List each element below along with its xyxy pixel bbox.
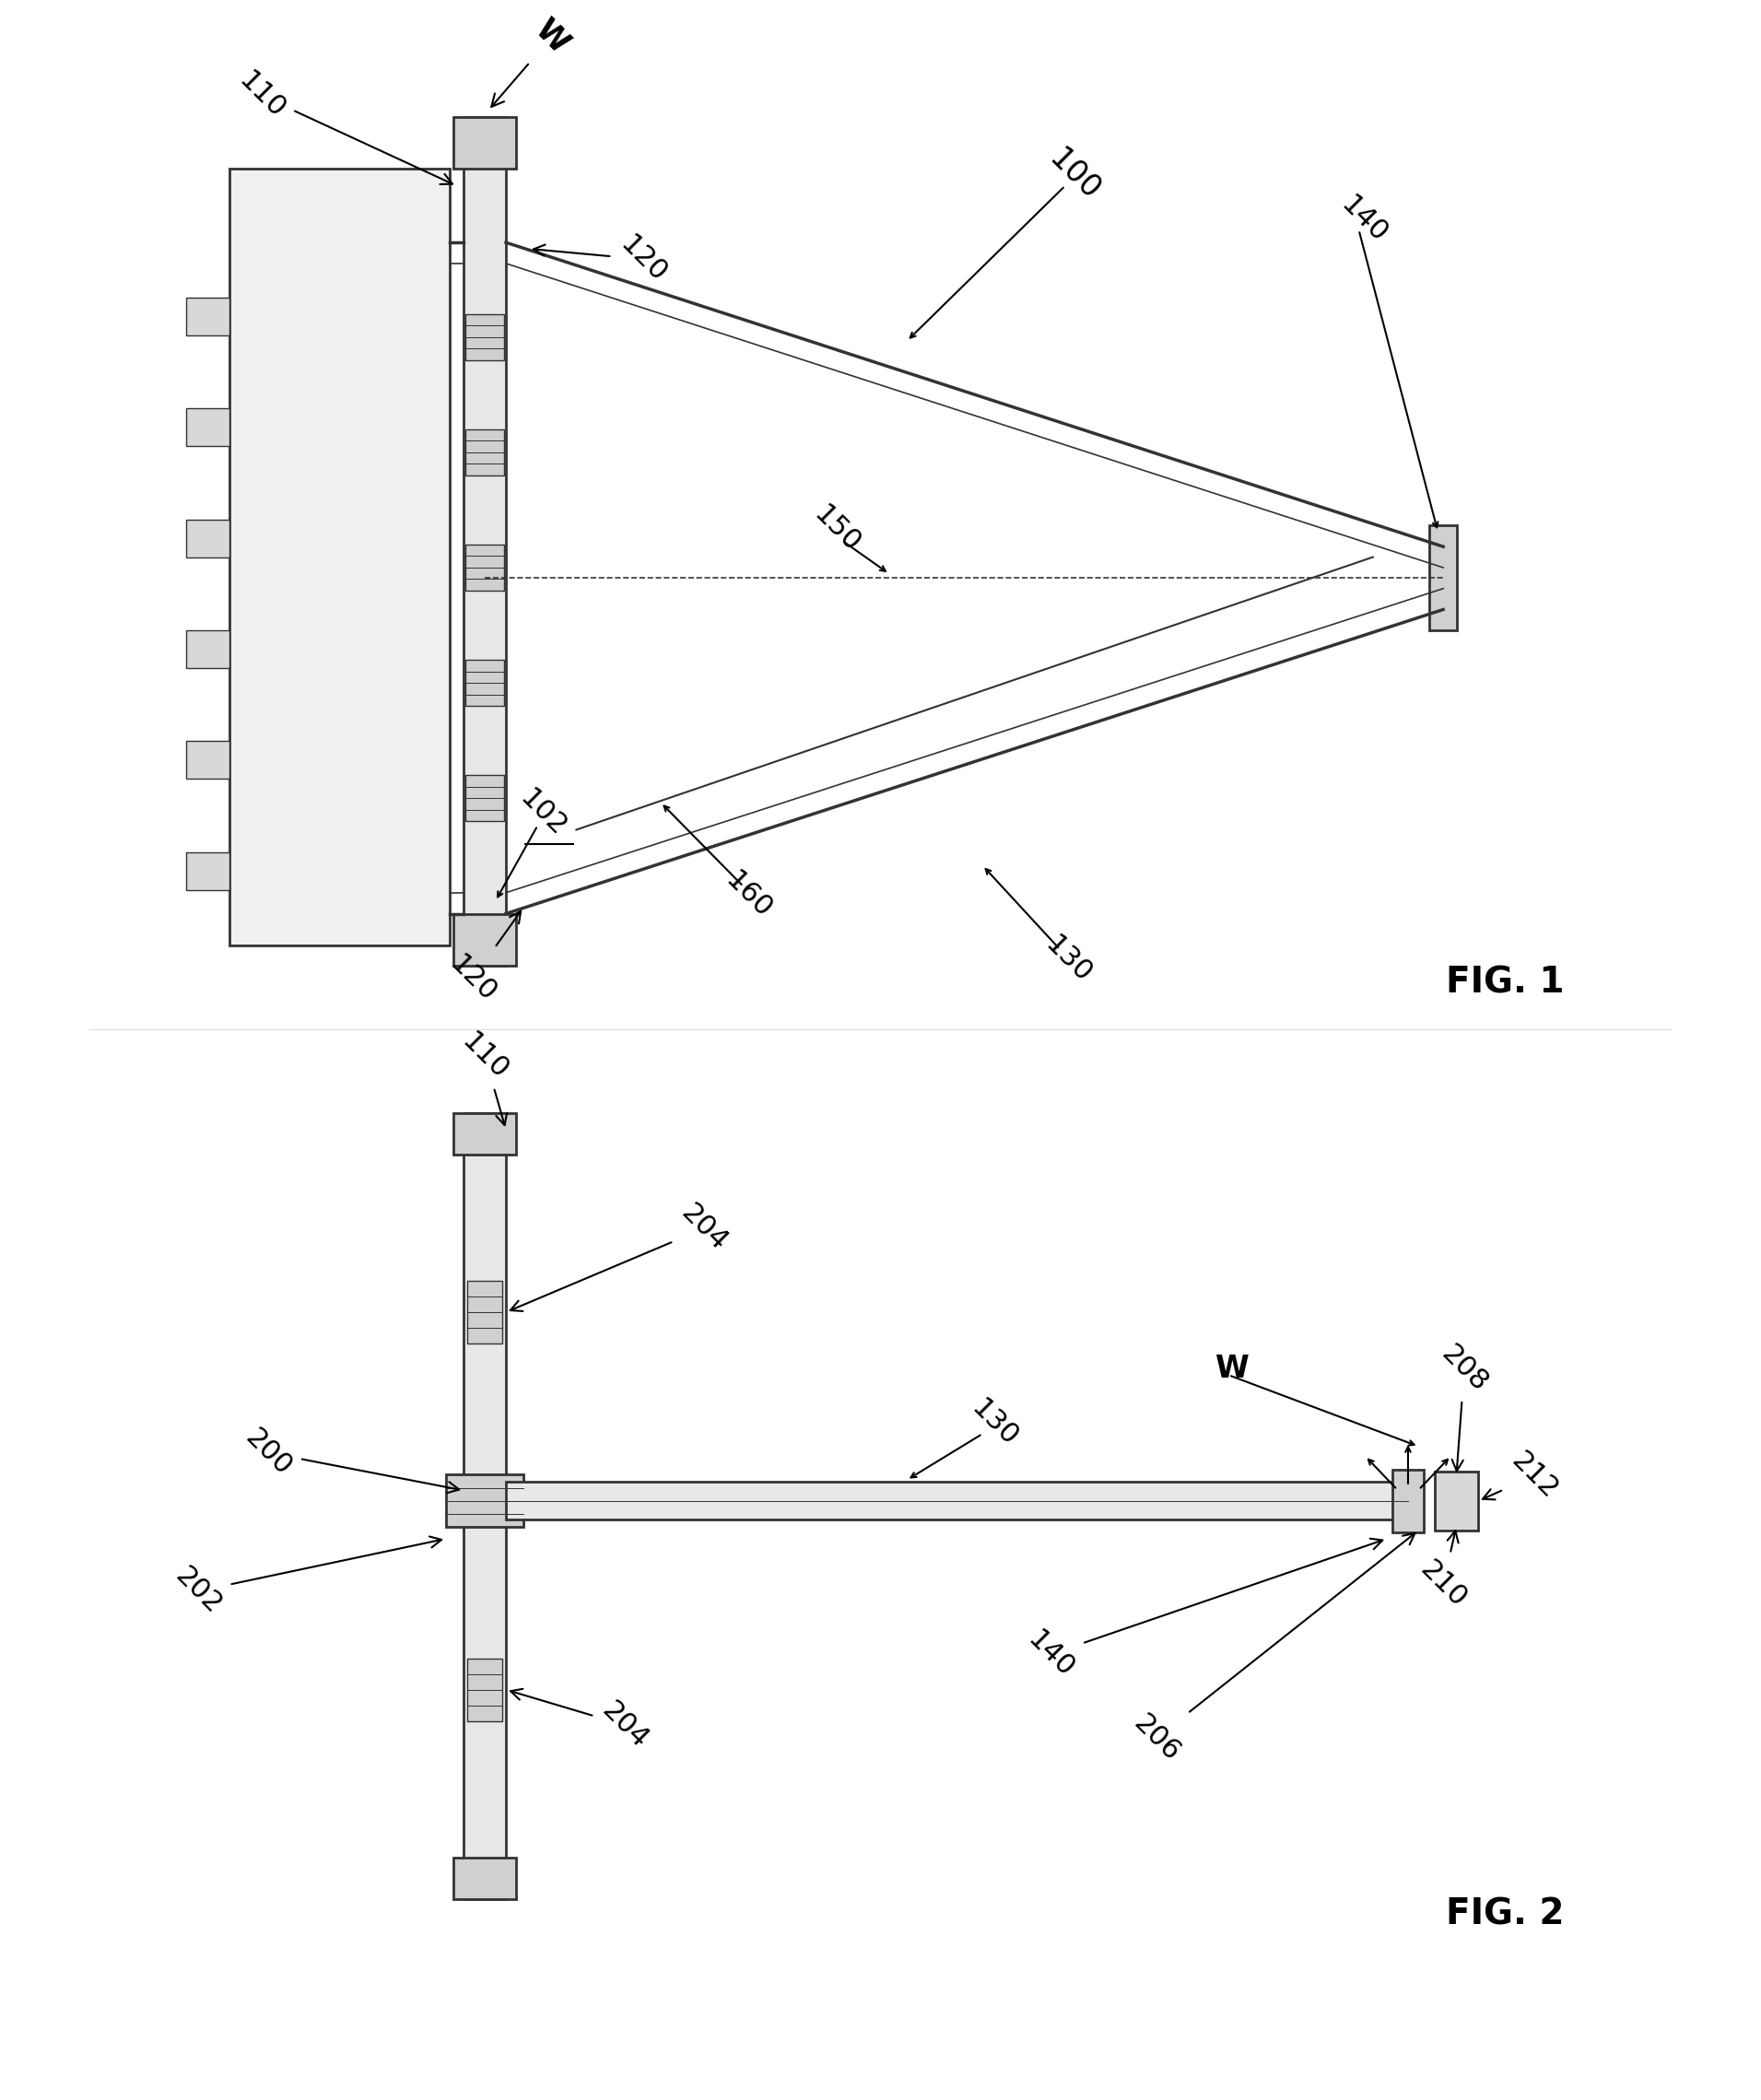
Text: 102: 102 [514, 785, 571, 842]
Text: 130: 130 [1041, 932, 1097, 989]
Text: 140: 140 [1023, 1539, 1382, 1682]
Bar [187, 298, 231, 336]
Bar [187, 519, 231, 557]
Bar [187, 410, 231, 445]
Text: 150: 150 [808, 502, 865, 559]
Bar [463, 118, 505, 966]
Bar [465, 313, 504, 359]
Bar [187, 741, 231, 779]
Text: 202: 202 [169, 1537, 442, 1619]
Bar [505, 1483, 1409, 1520]
Text: 212: 212 [1483, 1447, 1564, 1504]
Text: 206: 206 [1129, 1533, 1414, 1766]
Text: 120: 120 [534, 231, 671, 288]
Text: 210: 210 [1414, 1531, 1472, 1613]
Text: W: W [491, 15, 574, 107]
Bar [453, 118, 516, 170]
Text: 130: 130 [967, 1394, 1023, 1451]
Text: FIG. 2: FIG. 2 [1446, 1896, 1564, 1932]
Bar [231, 170, 449, 945]
Bar [453, 1858, 516, 1900]
Bar [1430, 525, 1458, 630]
Bar [465, 544, 504, 590]
Bar [463, 1113, 505, 1900]
Text: 120: 120 [444, 911, 521, 1008]
Bar [465, 659, 504, 706]
Text: 208: 208 [1435, 1340, 1493, 1472]
Text: 200: 200 [239, 1424, 460, 1493]
Bar [1435, 1472, 1479, 1531]
Bar [187, 630, 231, 668]
Text: 140: 140 [1335, 191, 1393, 248]
Text: 100: 100 [1043, 143, 1106, 208]
Bar [453, 914, 516, 966]
Text: 110: 110 [232, 67, 453, 185]
Text: FIG. 1: FIG. 1 [1446, 966, 1564, 1000]
Bar [453, 1113, 516, 1155]
Text: 204: 204 [511, 1688, 653, 1754]
Bar [465, 428, 504, 475]
Text: W: W [1215, 1354, 1249, 1384]
Text: 160: 160 [720, 867, 777, 924]
Bar [1393, 1470, 1425, 1533]
Bar [446, 1474, 523, 1527]
Text: 204: 204 [511, 1199, 733, 1310]
Text: 110: 110 [456, 1027, 512, 1126]
Bar [187, 853, 231, 890]
Bar [467, 1281, 502, 1344]
Bar [465, 775, 504, 821]
Bar [467, 1659, 502, 1722]
